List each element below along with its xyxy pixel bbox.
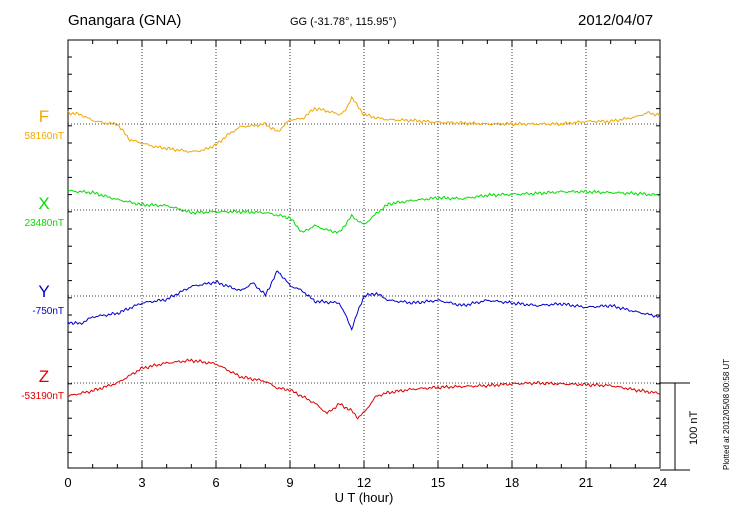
component-baseline-z: -53190nT [21, 391, 64, 402]
scale-bar-label: 100 nT [688, 410, 700, 445]
grid [68, 40, 660, 468]
series-line-x [67, 189, 661, 234]
series-line-f [67, 95, 661, 153]
series-group [67, 95, 661, 420]
x-tick-labels: 0 3 6 9 12 15 18 21 24 [64, 475, 667, 490]
component-baseline-f: 58160nT [24, 131, 64, 142]
component-name-z: Z [38, 367, 50, 386]
x-tick-label: 6 [212, 475, 219, 490]
station-coordinates: GG (-31.78°, 115.95°) [290, 16, 397, 28]
x-tick-label: 9 [286, 475, 293, 490]
axis-ticks [67, 40, 661, 468]
scale-bar [660, 382, 690, 471]
x-tick-label: 3 [138, 475, 145, 490]
series-line-y [67, 270, 661, 331]
component-name-f: F [38, 107, 50, 126]
x-tick-label: 24 [653, 475, 667, 490]
plotted-timestamp: Plotted at 2012/05/08 00:58 UT [722, 358, 730, 470]
series-line-z [67, 358, 661, 420]
x-tick-label: 18 [505, 475, 519, 490]
x-axis-label: U T (hour) [335, 490, 394, 505]
component-baseline-x: 23480nT [24, 218, 64, 229]
x-tick-label: 21 [579, 475, 593, 490]
x-tick-label: 0 [64, 475, 71, 490]
component-name-y: Y [38, 282, 50, 301]
station-title: Gnangara (GNA) [68, 12, 182, 29]
x-tick-label: 12 [357, 475, 371, 490]
observation-date: 2012/04/07 [578, 12, 654, 29]
component-baseline-y: -750nT [32, 306, 64, 317]
component-name-x: X [38, 194, 50, 213]
x-tick-label: 15 [431, 475, 445, 490]
